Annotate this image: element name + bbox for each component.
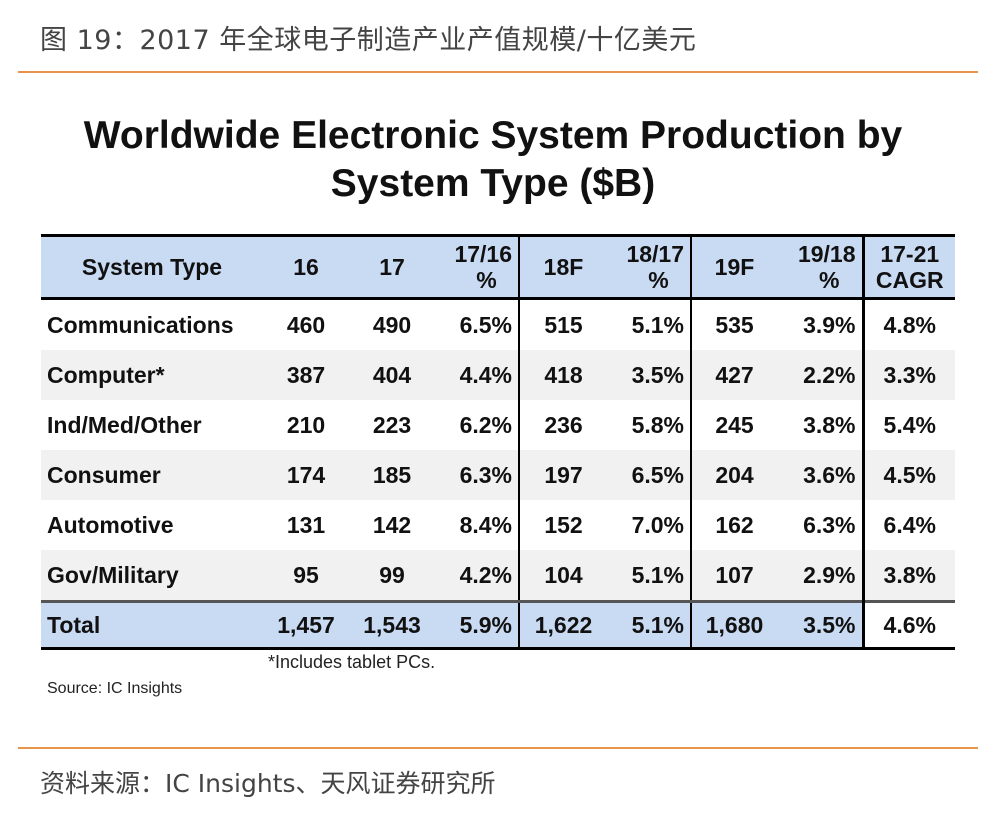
table-title: Worldwide Electronic System Production b… [0, 112, 986, 208]
table-total-row: Total 1,457 1,543 5.9% 1,622 5.1% 1,680 … [41, 600, 955, 650]
figure-caption: 图 19：2017 年全球电子制造产业产值规模/十亿美元 [40, 25, 697, 56]
inner-source-note: Source: IC Insights [47, 680, 183, 697]
cell-18f: 152 [518, 500, 607, 550]
cell-18f: 418 [518, 350, 607, 400]
header-cagr-line1: 17-21 [880, 241, 940, 267]
top-divider [18, 71, 978, 73]
cell-18-17-pct: 7.0% [607, 500, 691, 550]
table-footnote: *Includes tablet PCs. [268, 652, 436, 672]
total-cagr: 4.6% [861, 600, 955, 650]
cell-system-type: Consumer [41, 450, 263, 500]
cell-17: 185 [349, 450, 435, 500]
cell-cagr: 4.8% [861, 298, 955, 350]
table-header-row: System Type 16 17 17/16 % 18F 18/17 % 19… [41, 234, 955, 300]
total-17-16-pct: 5.9% [435, 600, 519, 650]
total-17: 1,543 [349, 600, 435, 650]
header-system-type: System Type [41, 234, 263, 300]
table-row: Communications 460 490 6.5% 515 5.1% 535… [41, 298, 955, 350]
cell-cagr: 4.5% [861, 450, 955, 500]
cell-system-type: Automotive [41, 500, 263, 550]
production-table: System Type 16 17 17/16 % 18F 18/17 % 19… [41, 234, 955, 650]
cell-18-17-pct: 5.1% [607, 298, 691, 350]
cell-19f: 107 [690, 550, 777, 602]
table-row: Consumer 174 185 6.3% 197 6.5% 204 3.6% … [41, 450, 955, 500]
header-17-16-pct: 17/16 % [435, 234, 519, 300]
table-row: Computer* 387 404 4.4% 418 3.5% 427 2.2%… [41, 350, 955, 400]
cell-17: 142 [349, 500, 435, 550]
cell-cagr: 3.3% [861, 350, 955, 400]
header-19f: 19F [690, 234, 777, 300]
header-18-17-pct: 18/17 % [607, 234, 691, 300]
total-19f: 1,680 [690, 600, 777, 650]
production-table-wrapper: System Type 16 17 17/16 % 18F 18/17 % 19… [41, 234, 955, 650]
header-18-17-line1: 18/17 [626, 241, 684, 267]
cell-17: 490 [349, 298, 435, 350]
cell-17-16-pct: 4.4% [435, 350, 519, 400]
cell-19-18-pct: 3.9% [777, 298, 863, 350]
cell-19-18-pct: 3.6% [777, 450, 863, 500]
cell-18-17-pct: 6.5% [607, 450, 691, 500]
cell-cagr: 3.8% [861, 550, 955, 602]
cell-19f: 204 [690, 450, 777, 500]
cell-19-18-pct: 3.8% [777, 400, 863, 450]
cell-system-type: Communications [41, 298, 263, 350]
total-18f: 1,622 [518, 600, 607, 650]
cell-18f: 515 [518, 298, 607, 350]
cell-19-18-pct: 6.3% [777, 500, 863, 550]
cell-16: 95 [263, 550, 349, 602]
cell-16: 174 [263, 450, 349, 500]
cell-19f: 162 [690, 500, 777, 550]
header-17: 17 [349, 234, 435, 300]
cell-19-18-pct: 2.2% [777, 350, 863, 400]
bottom-divider [18, 747, 978, 749]
header-17-16-line2: % [476, 267, 497, 293]
header-18f: 18F [518, 234, 607, 300]
header-cagr: 17-21 CAGR [861, 234, 955, 300]
header-19-18-pct: 19/18 % [777, 234, 863, 300]
outer-source-note: 资料来源：IC Insights、天风证券研究所 [40, 769, 496, 798]
table-row: Gov/Military 95 99 4.2% 104 5.1% 107 2.9… [41, 550, 955, 602]
cell-19f: 427 [690, 350, 777, 400]
cell-17: 223 [349, 400, 435, 450]
header-19-18-line2: % [819, 267, 840, 293]
cell-system-type: Gov/Military [41, 550, 263, 602]
cell-18-17-pct: 5.1% [607, 550, 691, 602]
cell-19f: 535 [690, 298, 777, 350]
cell-17-16-pct: 6.2% [435, 400, 519, 450]
total-19-18-pct: 3.5% [777, 600, 863, 650]
cell-cagr: 5.4% [861, 400, 955, 450]
cell-16: 387 [263, 350, 349, 400]
cell-16: 460 [263, 298, 349, 350]
table-row: Ind/Med/Other 210 223 6.2% 236 5.8% 245 … [41, 400, 955, 450]
cell-cagr: 6.4% [861, 500, 955, 550]
cell-system-type: Ind/Med/Other [41, 400, 263, 450]
header-17-16-line1: 17/16 [454, 241, 512, 267]
table-row: Automotive 131 142 8.4% 152 7.0% 162 6.3… [41, 500, 955, 550]
table-title-line2: System Type ($B) [330, 162, 656, 205]
cell-system-type: Computer* [41, 350, 263, 400]
total-16: 1,457 [263, 600, 349, 650]
cell-18f: 197 [518, 450, 607, 500]
header-19-18-line1: 19/18 [797, 241, 856, 267]
cell-17-16-pct: 8.4% [435, 500, 519, 550]
total-18-17-pct: 5.1% [607, 600, 691, 650]
cell-18f: 104 [518, 550, 607, 602]
cell-16: 210 [263, 400, 349, 450]
cell-18-17-pct: 5.8% [607, 400, 691, 450]
cell-16: 131 [263, 500, 349, 550]
table-title-line1: Worldwide Electronic System Production b… [83, 114, 903, 157]
total-label: Total [41, 600, 263, 650]
header-16: 16 [263, 234, 349, 300]
cell-19f: 245 [690, 400, 777, 450]
cell-17-16-pct: 6.3% [435, 450, 519, 500]
header-cagr-line2: CAGR [875, 267, 944, 293]
cell-18f: 236 [518, 400, 607, 450]
cell-17-16-pct: 6.5% [435, 298, 519, 350]
cell-17: 404 [349, 350, 435, 400]
cell-19-18-pct: 2.9% [777, 550, 863, 602]
cell-18-17-pct: 3.5% [607, 350, 691, 400]
cell-17-16-pct: 4.2% [435, 550, 519, 602]
cell-17: 99 [349, 550, 435, 602]
header-18-17-line2: % [648, 267, 669, 293]
